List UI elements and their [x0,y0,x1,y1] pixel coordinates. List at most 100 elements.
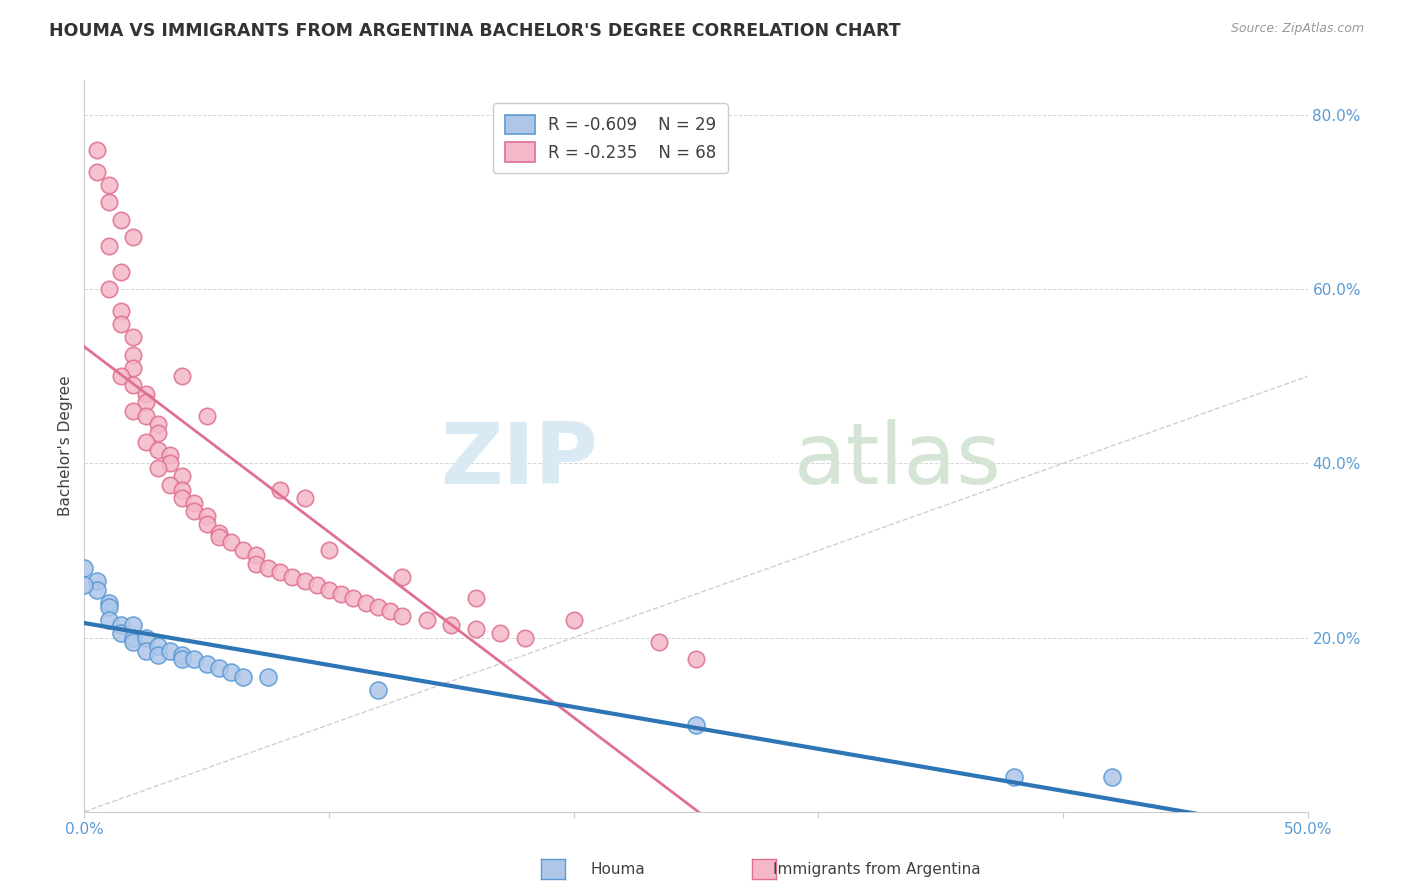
Point [172,483,194,497]
Point [219,665,242,680]
Point [159,643,181,657]
Point [86,164,108,178]
Point [294,574,316,588]
Point [391,608,413,623]
Point [172,648,194,662]
Point [195,508,218,523]
Point [562,613,585,627]
Point [122,631,145,645]
Point [135,631,157,645]
Point [122,347,145,362]
Point [73,561,96,575]
Point [391,569,413,583]
Point [513,631,536,645]
Point [685,717,707,731]
Point [97,178,120,192]
Point [208,661,231,675]
Point [440,617,463,632]
Point [122,617,145,632]
Point [97,613,120,627]
Point [110,369,132,384]
Point [159,448,181,462]
Point [281,569,304,583]
Text: ZIP: ZIP [440,419,598,502]
Point [685,652,707,666]
Point [172,369,194,384]
Point [110,626,132,640]
Point [195,517,218,532]
Point [367,682,389,697]
Point [73,578,96,592]
Point [110,304,132,318]
Point [219,534,242,549]
Point [135,386,157,401]
Point [269,483,291,497]
Point [172,652,194,666]
Point [416,613,439,627]
Point [245,548,267,562]
Point [232,670,254,684]
Point [318,582,340,597]
Point [97,282,120,296]
Point [269,566,291,580]
Point [183,652,205,666]
Point [86,143,108,157]
Point [110,317,132,331]
Point [110,265,132,279]
Point [86,574,108,588]
Point [146,648,169,662]
Point [172,491,194,506]
Point [208,526,231,541]
Point [1002,770,1025,784]
Point [195,409,218,423]
Point [97,596,120,610]
Point [367,600,389,615]
Point [330,587,353,601]
Point [294,491,316,506]
Point [122,635,145,649]
Point [146,640,169,654]
Point [257,670,280,684]
Text: Houma: Houma [591,863,645,877]
Point [183,504,205,518]
Point [146,417,169,432]
Point [648,635,671,649]
Point [305,578,328,592]
Point [135,395,157,409]
Point [122,404,145,418]
Point [342,591,364,606]
Point [122,230,145,244]
Point [245,557,267,571]
Point [97,238,120,252]
Text: Source: ZipAtlas.com: Source: ZipAtlas.com [1230,22,1364,36]
Point [135,643,157,657]
Point [159,478,181,492]
Point [172,469,194,483]
Point [146,425,169,440]
Text: Immigrants from Argentina: Immigrants from Argentina [773,863,981,877]
Point [97,195,120,210]
Legend: R = -0.609    N = 29, R = -0.235    N = 68: R = -0.609 N = 29, R = -0.235 N = 68 [494,103,728,173]
Y-axis label: Bachelor's Degree: Bachelor's Degree [58,376,73,516]
Point [232,543,254,558]
Point [257,561,280,575]
Point [122,330,145,344]
Point [146,460,169,475]
Point [1101,770,1123,784]
Point [380,604,402,618]
Point [159,457,181,471]
Point [135,409,157,423]
Point [146,443,169,458]
Point [354,596,377,610]
Point [464,591,486,606]
Point [183,495,205,509]
Point [318,543,340,558]
Point [122,360,145,375]
Point [464,622,486,636]
Point [122,378,145,392]
Text: atlas: atlas [794,419,1002,502]
Point [208,530,231,544]
Point [135,434,157,449]
Point [110,617,132,632]
Point [97,600,120,615]
